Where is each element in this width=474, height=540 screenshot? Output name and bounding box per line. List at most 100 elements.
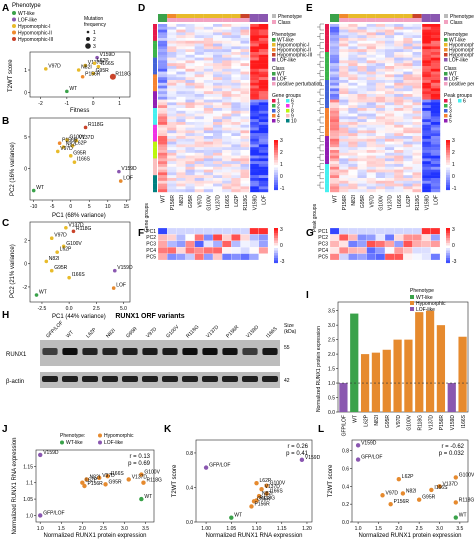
panel-a-ylabel: T2WT score: [8, 59, 14, 92]
D-cell-18-5: [203, 74, 214, 78]
D-cell-31-6: [213, 110, 223, 114]
panelG-cell-2-7: [394, 240, 404, 248]
D-cell-16-7: [222, 68, 232, 72]
E-cell-1-11: [430, 26, 441, 30]
E-cell-17-4: [366, 71, 377, 75]
D-cell-30-0: [158, 108, 168, 111]
panel-h-western-blot: RUNX1 ORF variants GFP/LOF WT L62P N82I G95R…: [6, 313, 297, 388]
D-col-label-3: G95R: [188, 195, 194, 208]
panelG-cell-2-0: [329, 240, 340, 248]
E-cell-7-3: [357, 43, 367, 47]
E-cell-50-0: [330, 164, 340, 167]
D-phenotype-cell-6: [213, 14, 223, 18]
E-cell-24-11: [430, 91, 441, 95]
E-cell-46-3: [357, 152, 367, 156]
D-cell-22-10: [249, 85, 260, 89]
E-cell-27-10: [421, 99, 432, 103]
E-group-cell-52: [325, 169, 329, 173]
panelF-cell-0-11: [258, 227, 269, 235]
D-cell-51-10: [249, 166, 260, 170]
D-cell-54-6: [213, 175, 223, 179]
E-cell-30-3: [357, 108, 367, 111]
D-cell-22-9: [240, 85, 250, 89]
D-cell-54-7: [222, 175, 232, 179]
D-cell-22-6: [213, 85, 223, 89]
D-group-cell-18: [153, 74, 157, 78]
E-class-label-1: LOF: [449, 77, 459, 83]
D-cell-51-5: [203, 166, 214, 170]
legend-a-label-2: Hypomorphic-I: [18, 24, 51, 30]
D-cell-17-9: [240, 71, 250, 75]
D-cell-19-5: [203, 77, 214, 81]
E-colorbar-step-7: [446, 157, 450, 161]
E-dendro-branch-16: [317, 172, 324, 179]
D-cell-5-11: [258, 38, 269, 41]
E-cell-3-5: [375, 32, 386, 36]
D-cell-0-3: [185, 24, 195, 27]
panelF-colorbar-label-2: -3: [280, 259, 285, 265]
E-cell-53-0: [330, 172, 340, 176]
E-cell-55-2: [348, 178, 358, 181]
E-cell-44-8: [403, 147, 413, 151]
panelC-marks-point-r118g: [71, 229, 76, 234]
D-cell-36-11: [258, 124, 269, 128]
D-cell-11-3: [185, 54, 195, 58]
panel-i-ytick-label-4: 2.0: [328, 352, 335, 358]
D-cell-42-3: [185, 141, 195, 145]
D-group-cell-20: [153, 80, 157, 83]
D-cell-2-1: [167, 29, 177, 33]
D-cell-16-3: [185, 68, 195, 72]
D-cell-17-6: [213, 71, 223, 75]
E-cell-37-5: [375, 127, 386, 131]
E-cell-41-7: [394, 138, 404, 142]
D-cell-55-5: [203, 178, 214, 181]
D-cell-32-1: [167, 113, 177, 117]
D-cell-47-0: [158, 155, 168, 159]
legend-a-label-0: WT-like: [18, 11, 35, 17]
D-cell-58-4: [194, 186, 205, 190]
D-phenotype-swatch-1: [272, 43, 276, 47]
E-group-cell-37: [325, 127, 329, 131]
E-cell-0-0: [330, 24, 340, 27]
D-class-label-1: LOF: [277, 77, 287, 83]
E-class-cell-7: [394, 18, 404, 22]
panelJ-ytick-label-2: 1.1: [26, 481, 33, 487]
E-groups-title: Peak groups: [444, 93, 473, 99]
D-cell-44-3: [185, 147, 195, 151]
panelL-ytick-label-2: 0.4: [342, 484, 349, 490]
D-group-swatch-3: [272, 114, 276, 118]
panelG-cell-1-4: [366, 234, 376, 241]
panelK-point-v159d: [299, 457, 305, 463]
E-cell-59-2: [348, 189, 358, 193]
E-cell-12-3: [357, 57, 367, 61]
E-group-cell-26: [325, 96, 329, 100]
D-cell-22-3: [185, 85, 195, 89]
D-cell-51-0: [158, 166, 168, 170]
E-col-label-0: WT: [333, 195, 339, 203]
E-cell-8-3: [357, 46, 367, 50]
panelF-cell-0-10: [249, 227, 259, 235]
E-group-cell-20: [325, 80, 329, 83]
D-cell-29-7: [222, 105, 232, 109]
D-cell-18-10: [249, 74, 260, 78]
E-dendro-branch-6: [317, 79, 324, 86]
D-colorbar-step-0: [274, 140, 278, 143]
E-cell-8-5: [375, 46, 386, 50]
D-cell-37-5: [203, 127, 214, 131]
E-cell-28-6: [385, 102, 395, 106]
D-cell-2-0: [158, 29, 168, 33]
panelB-marks-point-g95r: [68, 154, 73, 158]
D-group-cell-30: [153, 108, 157, 111]
panel-j-legend-marker-0: [60, 440, 64, 445]
panelG-colorbar-step-12: [446, 258, 450, 261]
D-cell-13-7: [222, 60, 232, 64]
E-cell-7-5: [375, 43, 386, 47]
E-cell-45-9: [412, 150, 422, 153]
D-group-cell-29: [153, 105, 157, 109]
E-cell-31-11: [430, 110, 441, 114]
panelB-marks-label-v159d: V159D: [121, 166, 137, 172]
panelF-cell-3-7: [222, 247, 232, 254]
D-cell-33-4: [194, 116, 205, 120]
E-cell-2-7: [394, 29, 404, 33]
E-group-cell-15: [325, 66, 329, 69]
